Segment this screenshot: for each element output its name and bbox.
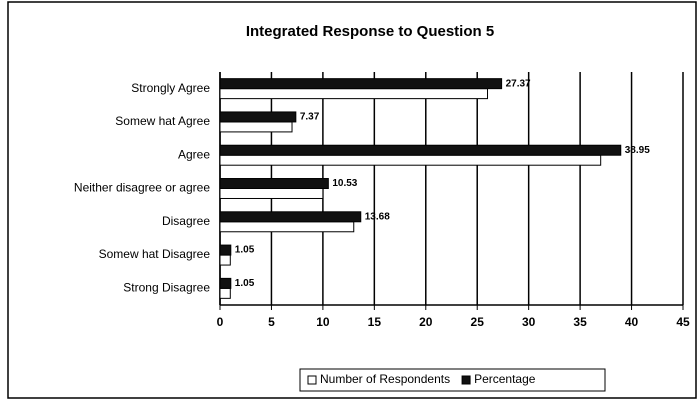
x-tick-label: 40 — [625, 315, 639, 329]
x-tick-label: 0 — [217, 315, 224, 329]
bar — [219, 178, 329, 189]
legend-swatch — [461, 375, 471, 385]
data-label: 1.05 — [235, 278, 255, 289]
bar — [219, 121, 293, 133]
bar — [219, 78, 503, 90]
x-tick-label: 35 — [573, 315, 587, 329]
bar — [219, 144, 622, 156]
y-tick-label: Somew hat Disagree — [99, 247, 211, 261]
legend-swatch — [307, 375, 317, 385]
legend-label: Percentage — [474, 372, 536, 386]
data-label: 38.95 — [625, 145, 650, 156]
data-label: 10.53 — [332, 178, 357, 189]
y-tick-label: Disagree — [162, 214, 210, 228]
bar — [219, 244, 232, 256]
bar — [219, 188, 324, 199]
bar — [219, 88, 489, 100]
chart-title: Integrated Response to Question 5 — [246, 23, 494, 40]
x-tick-label: 5 — [268, 315, 275, 329]
x-tick-label: 10 — [316, 315, 330, 329]
y-tick-label: Agree — [178, 147, 210, 161]
bar — [219, 287, 231, 299]
bar — [219, 277, 232, 289]
bar — [219, 211, 362, 223]
data-label: 27.37 — [506, 78, 531, 89]
x-tick-label: 30 — [522, 315, 536, 329]
data-label: 1.05 — [235, 245, 255, 256]
x-tick-label: 45 — [676, 315, 690, 329]
y-tick-label: Somew hat Agree — [115, 114, 210, 128]
bar — [219, 221, 355, 233]
y-tick-label: Strongly Agree — [131, 81, 210, 95]
data-label: 7.37 — [300, 112, 320, 123]
y-tick-label: Strong Disagree — [123, 281, 210, 295]
y-tick-label: Neither disagree or agree — [74, 181, 210, 195]
x-tick-label: 15 — [368, 315, 382, 329]
data-label: 13.68 — [365, 211, 390, 222]
bar — [219, 111, 297, 123]
x-tick-label: 25 — [471, 315, 485, 329]
x-tick-label: 20 — [419, 315, 433, 329]
legend-box — [299, 368, 606, 392]
legend-label: Number of Respondents — [320, 372, 450, 386]
bar — [219, 154, 602, 166]
bar — [219, 254, 231, 266]
